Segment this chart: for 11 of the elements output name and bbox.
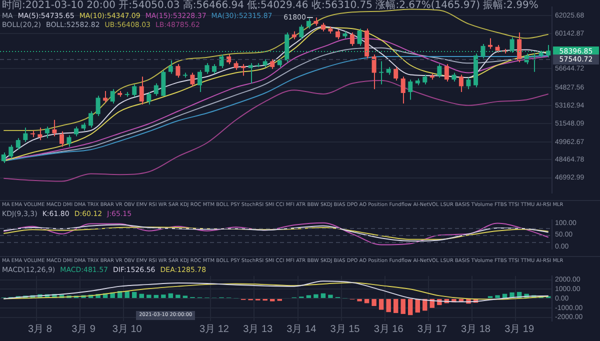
x-tick-label: 3月 17 <box>417 324 448 335</box>
x-tick-label: 3月 8 <box>28 324 52 335</box>
x-tick-label: 3月 15 <box>330 324 360 335</box>
x-tick-label: 3月 18 <box>461 324 491 335</box>
x-tick-label: 3月 9 <box>72 324 96 335</box>
x-tick-label: 3月 19 <box>504 324 534 335</box>
x-tick-label: 3月 13 <box>243 324 274 335</box>
x-tick-label: 3月 12 <box>200 324 230 335</box>
x-tick-label: 3月 10 <box>112 324 142 335</box>
x-tick-label: 3月 16 <box>374 324 404 335</box>
x-tick-label: 3月 14 <box>286 324 317 335</box>
